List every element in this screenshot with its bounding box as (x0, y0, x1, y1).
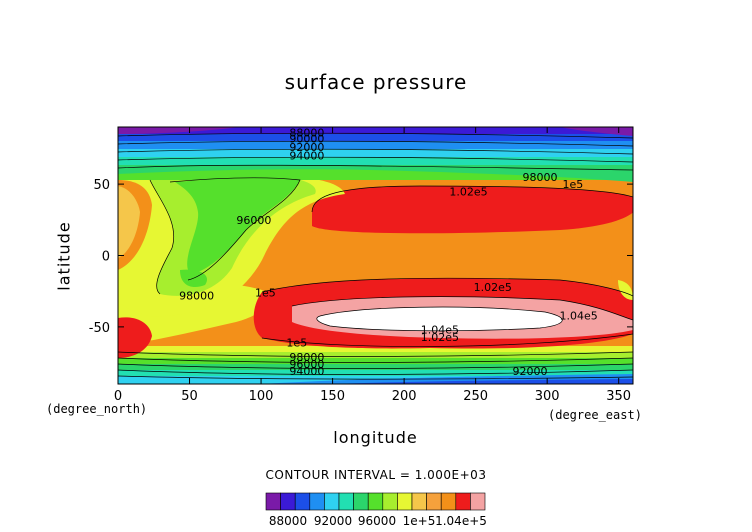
x-unit-label: (degree_east) (548, 408, 642, 422)
x-tick-label: 100 (249, 389, 274, 404)
colorbar: 88000 92000 96000 1e+5 1.04e+5 (265, 492, 487, 528)
axes-layer: 0 50 100 150 200 250 300 350 -50 0 50 (89, 127, 633, 404)
contour-label: 94000 (289, 365, 324, 378)
contour-label: 1e5 (255, 287, 276, 300)
colorbar-swatch (324, 492, 340, 511)
contour-label: 1e5 (286, 337, 307, 350)
contour-label: 96000 (289, 358, 324, 371)
colorbar-swatch (309, 492, 325, 511)
x-tick-label: 50 (181, 389, 198, 404)
x-tick-label: 200 (392, 389, 417, 404)
colorbar-swatch (280, 492, 296, 511)
contour-label: 98000 (289, 351, 324, 364)
x-axis-label: longitude (333, 428, 418, 447)
contour-label: 90000 (289, 132, 324, 145)
colorbar-swatch (338, 492, 354, 511)
colorbar-swatch (470, 492, 486, 511)
colorbar-swatch (411, 492, 427, 511)
colorbar-swatch (353, 492, 369, 511)
colorbar-tick-label: 1.04e+5 (435, 514, 487, 528)
colorbar-swatch (382, 492, 398, 511)
contour-fill-layer (118, 127, 633, 384)
contour-interval-text: CONTOUR INTERVAL = 1.000E+03 (265, 468, 487, 482)
colorbar-swatch (426, 492, 442, 511)
y-unit-label: (degree_north) (46, 402, 148, 416)
x-tick-label: 250 (463, 389, 488, 404)
colorbar-tick-label: 92000 (314, 514, 352, 528)
contour-label: 94000 (289, 150, 324, 163)
x-tick-label: 300 (535, 389, 560, 404)
y-tick-label: 50 (93, 178, 110, 193)
contour-label: 1.04e5 (560, 309, 598, 322)
contour-label: 1.04e5 (421, 324, 459, 337)
colorbar-tick-label: 1e+5 (403, 514, 436, 528)
contour-label: 98000 (523, 171, 558, 184)
colorbar-tick-label: 88000 (269, 514, 307, 528)
contour-label-layer: 88000900009200094000980001e51.02e5960009… (179, 127, 598, 378)
colorbar-swatch (294, 492, 311, 511)
colorbar-tick-label: 96000 (358, 514, 396, 528)
contour-label: 1.02e5 (449, 185, 487, 198)
colorbar-swatch (265, 492, 281, 511)
y-tick-label: -50 (89, 321, 110, 336)
x-tick-label: 350 (606, 389, 631, 404)
y-tick-label: 0 (102, 250, 110, 265)
contour-label: 98000 (179, 289, 214, 302)
contour-label: 88000 (289, 127, 324, 140)
y-axis-label: latitude (54, 221, 74, 291)
x-tick-label: 0 (114, 389, 122, 404)
x-tick-label: 150 (320, 389, 345, 404)
contour-label: 92000 (513, 365, 548, 378)
colorbar-swatch (397, 492, 413, 511)
chart-title: surface pressure (284, 70, 468, 94)
contour-label: 1.02e5 (474, 281, 512, 294)
colorbar-swatch (440, 492, 457, 511)
contour-label: 92000 (289, 141, 324, 154)
colorbar-swatch (367, 492, 384, 511)
contour-label: 96000 (236, 214, 271, 227)
contour-label: 1e5 (563, 178, 584, 191)
contour-label: 1.02e5 (421, 331, 459, 344)
colorbar-swatch (455, 492, 471, 511)
